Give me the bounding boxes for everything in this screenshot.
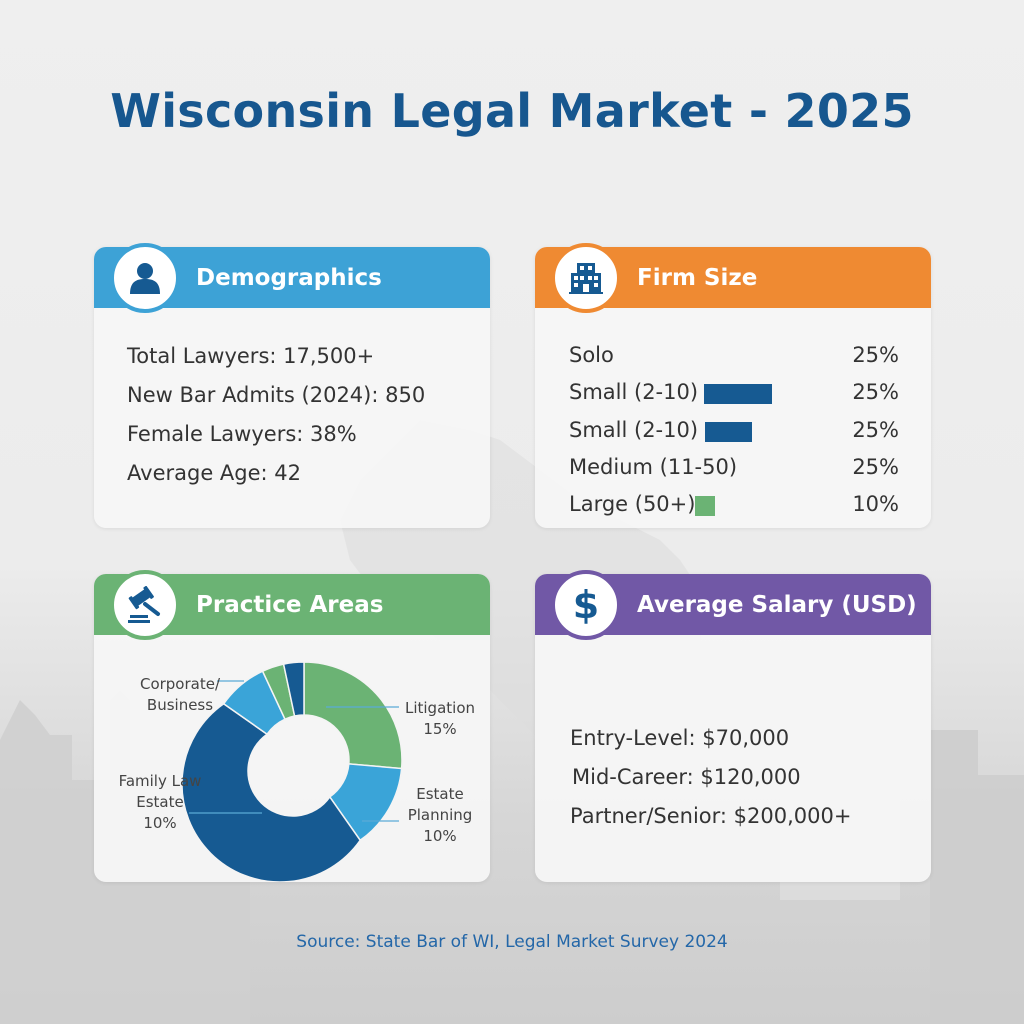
- stat-female-lawyers: Female Lawyers: 38%: [127, 422, 357, 446]
- firm-size-card: Firm Size Solo 25% Small (2-10) 25% Smal…: [535, 243, 931, 528]
- stat-total-lawyers: Total Lawyers: 17,500+: [127, 344, 375, 368]
- salary-icon-badge: $: [551, 570, 621, 640]
- practice-areas-title: Practice Areas: [196, 591, 384, 618]
- practice-areas-header: Practice Areas: [94, 570, 490, 640]
- demographics-icon-badge: [110, 243, 180, 313]
- salary-header: $ Average Salary (USD): [535, 570, 931, 640]
- page-title: Wisconsin Legal Market - 2025: [110, 84, 914, 138]
- salary-title: Average Salary (USD): [637, 591, 917, 618]
- label-family-law: Family Law Estate 10%: [118, 772, 202, 832]
- salary-partner-senior: Partner/Senior: $200,000+: [570, 804, 852, 828]
- practice-areas-card: Practice Areas Corporate/ Business Litig…: [94, 570, 490, 882]
- demographics-header: Demographics: [94, 243, 490, 313]
- firm-row-large: Large (50+) 10%: [569, 492, 899, 516]
- label-corporate: Corporate/ Business: [139, 675, 221, 714]
- person-icon: [130, 263, 160, 294]
- demographics-card: Demographics Total Lawyers: 17,500+ New …: [94, 243, 490, 528]
- firm-size-header: Firm Size: [535, 243, 931, 313]
- stat-average-age: Average Age: 42: [127, 461, 301, 485]
- stat-new-bar-admits: New Bar Admits (2024): 850: [127, 383, 426, 407]
- firm-bar-large: [695, 496, 715, 516]
- label-estate-planning: Estate Planning 10%: [407, 785, 473, 845]
- practice-areas-icon-badge: [110, 570, 180, 640]
- donut-segment-other-blue: [282, 661, 305, 717]
- label-litigation: Litigation 15%: [404, 699, 476, 738]
- donut-segment-litigation: [303, 661, 403, 770]
- dollar-icon: $: [572, 583, 600, 627]
- building-icon: [569, 263, 603, 294]
- salary-card: $ Average Salary (USD) Entry-Level: $70,…: [535, 570, 931, 882]
- firm-row-small-1: Small (2-10) 25%: [569, 380, 899, 404]
- firm-row-solo: Solo 25%: [569, 343, 899, 367]
- salary-mid-career: Mid-Career: $120,000: [572, 765, 801, 789]
- firm-bar-small-2: [705, 422, 752, 442]
- demographics-title: Demographics: [196, 264, 382, 291]
- firm-row-small-2: Small (2-10) 25%: [569, 418, 899, 442]
- source-note: Source: State Bar of WI, Legal Market Su…: [296, 932, 728, 952]
- firm-bar-small-1: [704, 384, 772, 404]
- firm-size-icon-badge: [551, 243, 621, 313]
- salary-entry-level: Entry-Level: $70,000: [570, 726, 790, 750]
- practice-areas-donut-chart: [181, 661, 403, 882]
- firm-row-medium: Medium (11-50) 25%: [569, 455, 899, 479]
- gavel-icon: [128, 586, 160, 623]
- salary-list: Entry-Level: $70,000 Mid-Career: $120,00…: [570, 719, 851, 836]
- firm-size-title: Firm Size: [637, 264, 758, 291]
- demographics-list: Total Lawyers: 17,500+ New Bar Admits (2…: [127, 337, 425, 493]
- donut-segment-family-law: [181, 702, 362, 882]
